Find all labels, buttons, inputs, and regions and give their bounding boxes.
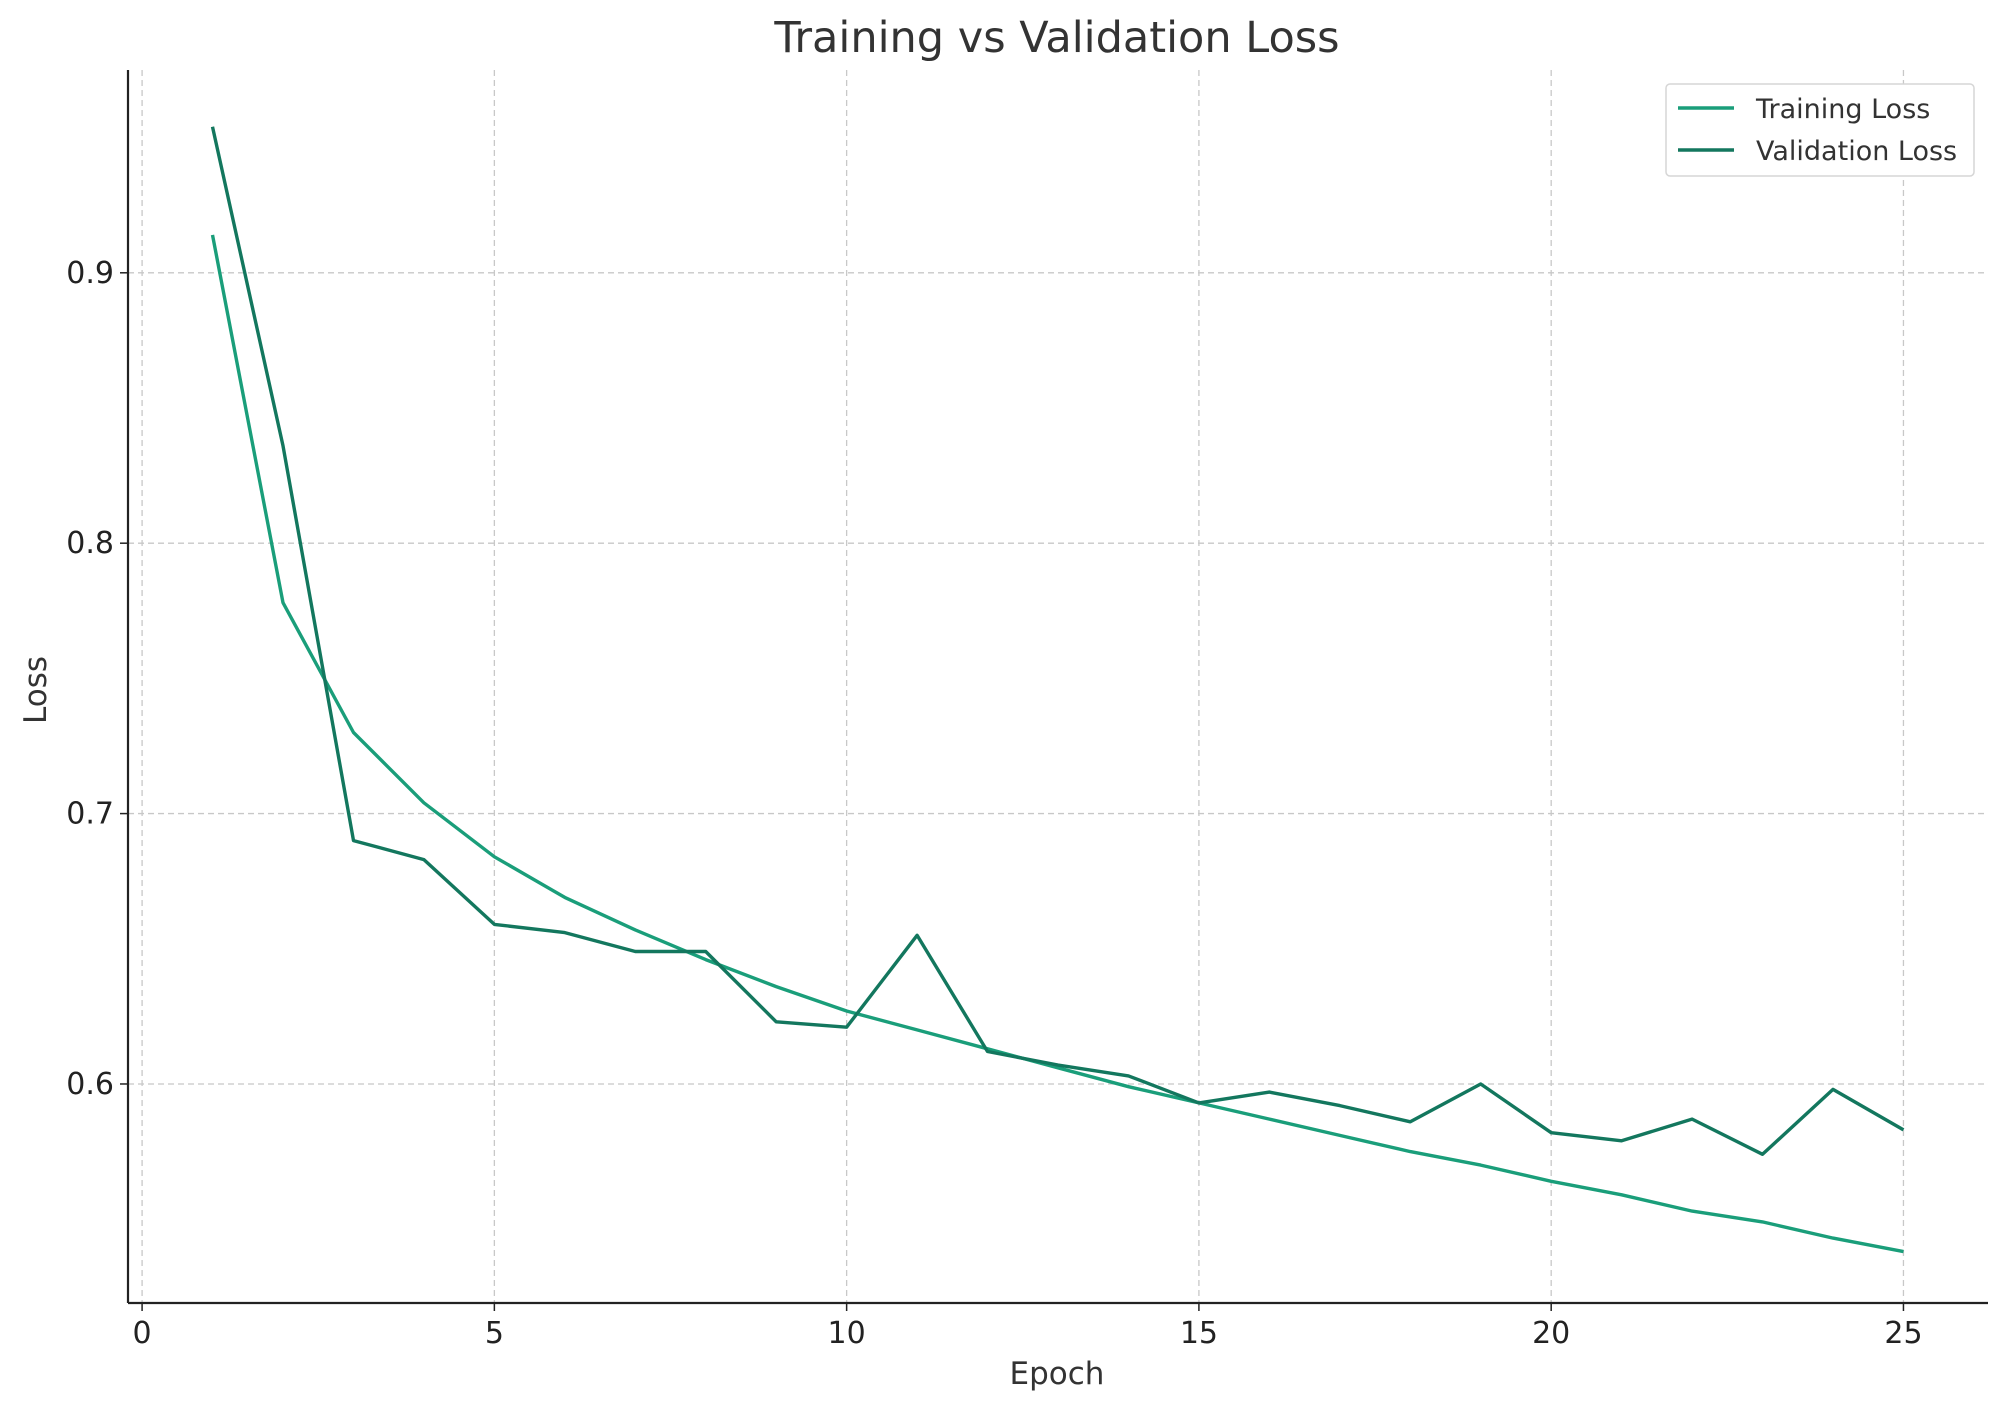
- chart-title: Training vs Validation Loss: [773, 13, 1339, 63]
- legend-box: [1665, 83, 1975, 177]
- y-tick-label: 0.9: [66, 256, 114, 291]
- series-line-training-loss: [210, 234, 1904, 1254]
- series-line-validation-loss: [210, 126, 1905, 1157]
- legend-label: Training Loss: [1755, 94, 1930, 125]
- x-tick-label: 10: [828, 1316, 866, 1351]
- x-tick-label: 15: [1180, 1316, 1218, 1351]
- x-tick-label: 0: [133, 1316, 152, 1351]
- y-tick-label: 0.7: [66, 797, 114, 832]
- grid-lines: [128, 70, 1988, 1303]
- x-tick-label: 5: [485, 1316, 504, 1351]
- legend: Training Loss Validation Loss: [1665, 83, 1975, 177]
- legend-label: Validation Loss: [1756, 136, 1957, 167]
- x-tick-label: 20: [1532, 1316, 1570, 1351]
- x-axis-label: Epoch: [1010, 1356, 1105, 1392]
- series-lines: [210, 126, 1905, 1254]
- y-tick-label: 0.6: [66, 1067, 114, 1102]
- y-axis-label: Loss: [18, 656, 54, 724]
- y-tick-label: 0.8: [66, 526, 114, 561]
- axis-ticks: 0 5 10 15 20 25 0.6 0.7 0.8 0.9: [66, 256, 1922, 1351]
- x-tick-label: 25: [1884, 1316, 1922, 1351]
